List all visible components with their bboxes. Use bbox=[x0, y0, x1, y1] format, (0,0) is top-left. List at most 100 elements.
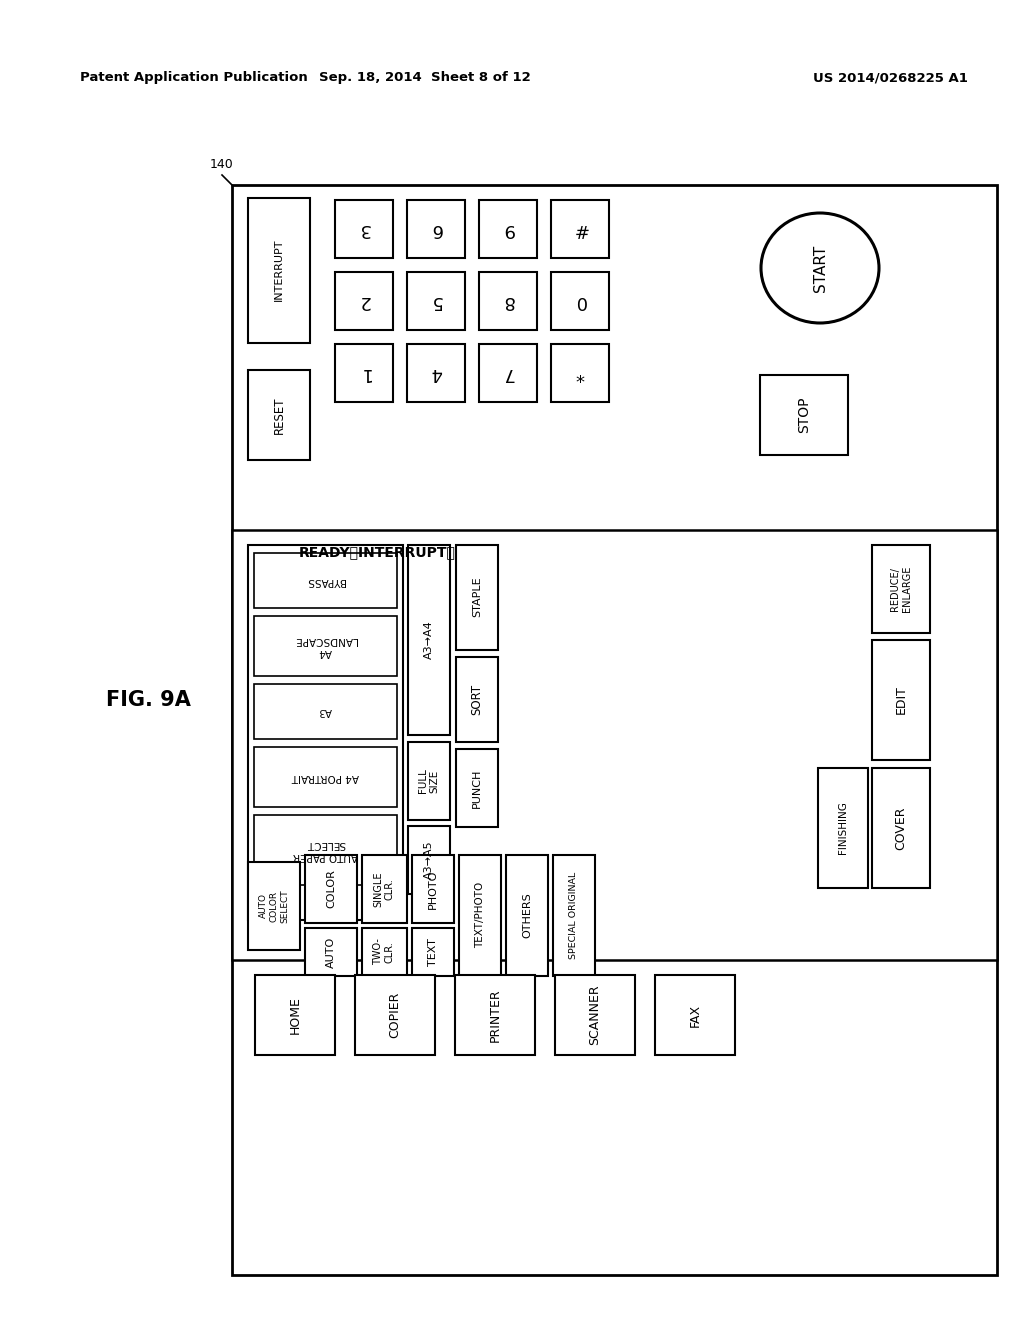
Text: SINGLE
CLR.: SINGLE CLR. bbox=[373, 871, 395, 907]
Bar bbox=[362, 855, 407, 923]
Text: PUNCH: PUNCH bbox=[472, 768, 482, 808]
Bar bbox=[479, 201, 537, 257]
Bar bbox=[456, 545, 498, 649]
Text: A4 PORTRAIT: A4 PORTRAIT bbox=[292, 772, 359, 781]
Bar bbox=[551, 345, 609, 403]
Bar bbox=[254, 814, 397, 884]
Bar bbox=[232, 185, 997, 1275]
Bar bbox=[412, 855, 454, 923]
Bar bbox=[335, 345, 393, 403]
Text: US 2014/0268225 A1: US 2014/0268225 A1 bbox=[813, 71, 968, 84]
Text: SPECIAL ORIGINAL: SPECIAL ORIGINAL bbox=[569, 871, 579, 958]
Text: BYPASS: BYPASS bbox=[306, 576, 345, 586]
Bar bbox=[408, 545, 450, 735]
Text: 9: 9 bbox=[502, 220, 514, 238]
Text: 5: 5 bbox=[430, 292, 441, 310]
Bar bbox=[248, 370, 310, 459]
Text: COVER: COVER bbox=[895, 807, 907, 850]
Text: FULL
SIZE: FULL SIZE bbox=[418, 768, 439, 793]
Bar bbox=[818, 768, 868, 888]
Bar bbox=[335, 201, 393, 257]
Text: 7: 7 bbox=[502, 364, 514, 381]
Text: Patent Application Publication: Patent Application Publication bbox=[80, 71, 308, 84]
Bar bbox=[254, 747, 397, 807]
Bar bbox=[872, 545, 930, 634]
Text: AUTO: AUTO bbox=[326, 936, 336, 968]
Bar bbox=[479, 272, 537, 330]
Bar bbox=[254, 553, 397, 609]
Text: FINISHING: FINISHING bbox=[838, 801, 848, 854]
Bar bbox=[479, 345, 537, 403]
Text: 2: 2 bbox=[358, 292, 370, 310]
Bar bbox=[305, 855, 357, 923]
Bar bbox=[506, 855, 548, 975]
Text: READY【INTERRUPT】: READY【INTERRUPT】 bbox=[299, 545, 456, 558]
Bar bbox=[355, 975, 435, 1055]
Bar bbox=[407, 345, 465, 403]
Bar bbox=[456, 657, 498, 742]
Text: EDIT: EDIT bbox=[895, 685, 907, 714]
Bar bbox=[455, 975, 535, 1055]
Text: AUTO
COLOR
SELECT: AUTO COLOR SELECT bbox=[259, 890, 289, 923]
Bar bbox=[872, 640, 930, 760]
Text: STOP: STOP bbox=[797, 397, 811, 433]
Bar bbox=[254, 616, 397, 676]
Text: STAPLE: STAPLE bbox=[472, 577, 482, 618]
Bar bbox=[551, 272, 609, 330]
Text: AUTO PAPER
SELECT: AUTO PAPER SELECT bbox=[293, 840, 358, 861]
Text: SCANNER: SCANNER bbox=[589, 985, 601, 1045]
Bar bbox=[335, 272, 393, 330]
Bar bbox=[248, 198, 310, 343]
Text: 4: 4 bbox=[430, 364, 441, 381]
Bar bbox=[760, 375, 848, 455]
Text: Sep. 18, 2014  Sheet 8 of 12: Sep. 18, 2014 Sheet 8 of 12 bbox=[319, 71, 530, 84]
Bar bbox=[408, 826, 450, 894]
Bar bbox=[362, 928, 407, 975]
Bar bbox=[407, 272, 465, 330]
Text: FIG. 9A: FIG. 9A bbox=[105, 690, 190, 710]
Bar bbox=[459, 855, 501, 975]
Text: COLOR: COLOR bbox=[326, 870, 336, 908]
Text: A3→A4: A3→A4 bbox=[424, 620, 434, 660]
Bar bbox=[412, 928, 454, 975]
Text: SORT: SORT bbox=[470, 684, 483, 714]
Bar bbox=[407, 201, 465, 257]
Text: REDUCE/
ENLARGE: REDUCE/ ENLARGE bbox=[890, 566, 911, 612]
Text: FAX: FAX bbox=[688, 1003, 701, 1027]
Bar bbox=[305, 928, 357, 975]
Bar bbox=[872, 768, 930, 888]
Bar bbox=[553, 855, 595, 975]
Bar bbox=[456, 748, 498, 828]
Text: RESET: RESET bbox=[272, 396, 286, 434]
Text: TEXT/PHOTO: TEXT/PHOTO bbox=[475, 882, 485, 948]
Text: 0: 0 bbox=[574, 292, 586, 310]
Ellipse shape bbox=[761, 213, 879, 323]
Bar bbox=[232, 531, 997, 960]
Text: HOME: HOME bbox=[289, 997, 301, 1034]
Bar bbox=[248, 862, 300, 950]
Text: 6: 6 bbox=[430, 220, 441, 238]
Text: A4
LANDSCAPE: A4 LANDSCAPE bbox=[294, 635, 357, 657]
Text: 3: 3 bbox=[358, 220, 370, 238]
Text: TWO-
CLR.: TWO- CLR. bbox=[373, 939, 395, 965]
Text: INTERRUPT: INTERRUPT bbox=[274, 239, 284, 301]
Text: 1: 1 bbox=[358, 364, 370, 381]
Bar bbox=[248, 545, 403, 920]
Text: 8: 8 bbox=[503, 292, 514, 310]
Text: COPIER: COPIER bbox=[388, 991, 401, 1039]
Text: A3: A3 bbox=[318, 706, 333, 717]
Text: TEXT: TEXT bbox=[428, 939, 438, 966]
Text: #: # bbox=[572, 220, 588, 238]
Text: *: * bbox=[575, 364, 585, 381]
Bar bbox=[551, 201, 609, 257]
Bar bbox=[655, 975, 735, 1055]
Text: PRINTER: PRINTER bbox=[488, 989, 502, 1041]
Bar bbox=[254, 684, 397, 739]
Bar bbox=[255, 975, 335, 1055]
Text: OTHERS: OTHERS bbox=[522, 892, 532, 939]
Text: START: START bbox=[812, 244, 827, 292]
Bar bbox=[408, 742, 450, 820]
Bar bbox=[555, 975, 635, 1055]
Text: A3→A5: A3→A5 bbox=[424, 841, 434, 879]
Text: 140: 140 bbox=[210, 158, 233, 172]
